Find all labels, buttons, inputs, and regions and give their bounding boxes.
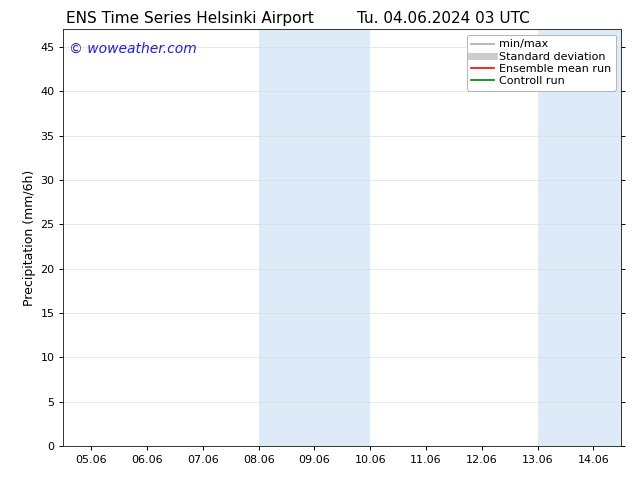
Legend: min/max, Standard deviation, Ensemble mean run, Controll run: min/max, Standard deviation, Ensemble me…	[467, 35, 616, 91]
Text: Tu. 04.06.2024 03 UTC: Tu. 04.06.2024 03 UTC	[358, 11, 530, 26]
Text: ENS Time Series Helsinki Airport: ENS Time Series Helsinki Airport	[67, 11, 314, 26]
Bar	[259, 29, 370, 446]
Y-axis label: Precipitation (mm/6h): Precipitation (mm/6h)	[23, 170, 36, 306]
Bar	[538, 29, 621, 446]
Text: © woweather.com: © woweather.com	[69, 42, 197, 56]
